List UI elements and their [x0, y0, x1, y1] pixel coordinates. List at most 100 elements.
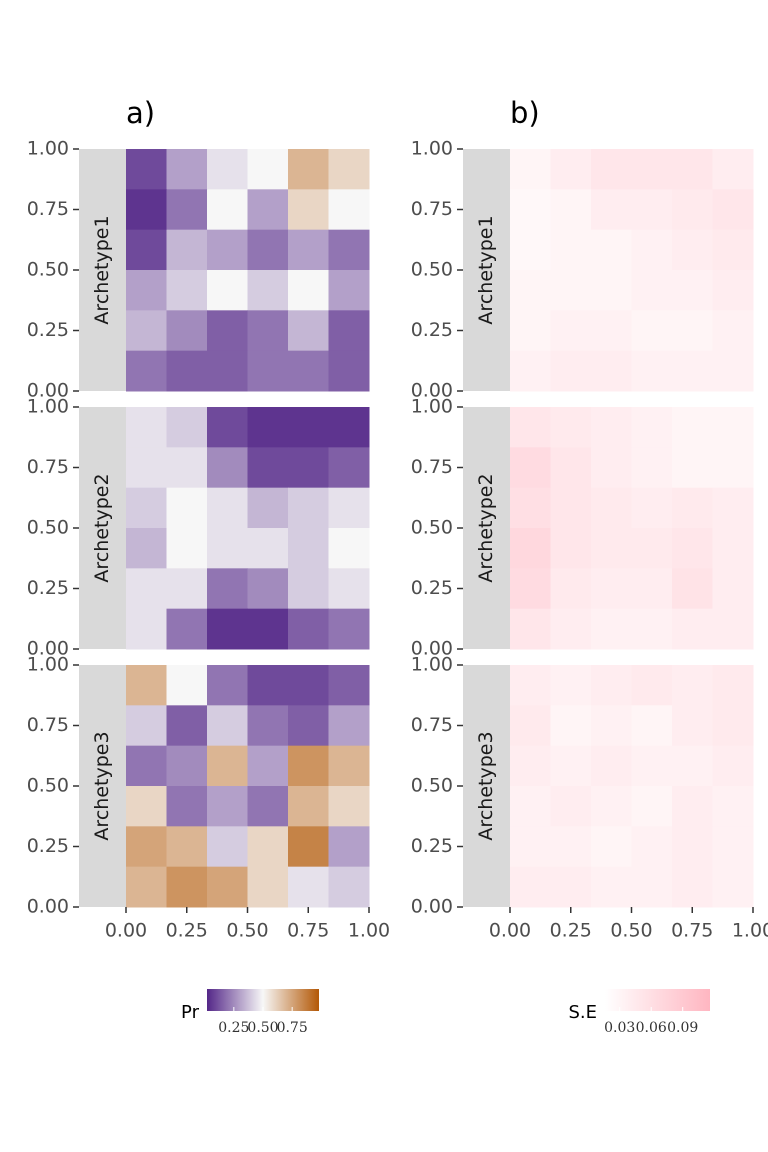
- heat-cell: [550, 608, 592, 650]
- heat-cell: [631, 407, 673, 448]
- heat-cell: [126, 350, 167, 392]
- facet-strip: [463, 407, 510, 649]
- heat-cell: [328, 568, 370, 610]
- heat-cell: [712, 705, 754, 747]
- heat-cell: [550, 270, 592, 311]
- heat-cell: [672, 407, 713, 448]
- heat-cell: [591, 786, 632, 827]
- y-tick-label: 0.50: [27, 517, 69, 539]
- heat-cell: [712, 866, 754, 908]
- heat-cell: [328, 665, 370, 706]
- heat-cell: [288, 350, 329, 392]
- x-tick-label: 0.50: [226, 920, 268, 942]
- heat-cell: [631, 350, 673, 392]
- heat-cell: [207, 705, 248, 747]
- heat-cell: [288, 310, 329, 352]
- heat-cell: [247, 270, 289, 311]
- heat-cell: [166, 786, 208, 827]
- heat-cell: [510, 447, 551, 489]
- heat-cell: [672, 786, 713, 827]
- heat-cell: [288, 149, 329, 190]
- heat-cell: [712, 189, 754, 231]
- heat-cell: [328, 270, 370, 311]
- heat-cell: [510, 270, 551, 311]
- heat-cell: [631, 745, 673, 787]
- y-tick-label: 0.00: [411, 638, 453, 660]
- y-tick-label: 1.00: [411, 396, 453, 418]
- heat-cell: [550, 229, 592, 271]
- y-tick-label: 0.50: [411, 259, 453, 281]
- heat-cell: [712, 826, 754, 868]
- y-tick-label: 0.00: [27, 380, 69, 402]
- heat-cell: [126, 866, 167, 908]
- facet-strip: [79, 149, 126, 391]
- heat-cell: [550, 310, 592, 352]
- heat-cell: [126, 487, 167, 529]
- heat-cell: [631, 568, 673, 610]
- x-tick-label: 0.25: [550, 920, 592, 942]
- heat-cell: [328, 487, 370, 529]
- heat-cell: [207, 229, 248, 271]
- heat-cell: [591, 665, 632, 706]
- heat-cell: [550, 350, 592, 392]
- y-tick-label: 0.25: [411, 319, 453, 341]
- heat-cell: [166, 568, 208, 610]
- heat-cell: [288, 568, 329, 610]
- y-tick-label: 1.00: [411, 138, 453, 160]
- heat-cell: [247, 149, 289, 190]
- heat-cell: [550, 447, 592, 489]
- heat-cell: [126, 745, 167, 787]
- heat-cell: [591, 407, 632, 448]
- heat-cell: [207, 350, 248, 392]
- y-tick-label: 0.00: [411, 380, 453, 402]
- y-tick-label: 0.50: [27, 259, 69, 281]
- heat-cell: [712, 786, 754, 827]
- heat-cell: [126, 270, 167, 311]
- colorbar-tick-label: 0.50: [247, 1020, 278, 1036]
- heat-cell: [510, 310, 551, 352]
- heat-cell: [126, 568, 167, 610]
- heat-cell: [510, 745, 551, 787]
- colorbar: [605, 989, 710, 1011]
- heat-cell: [328, 528, 370, 569]
- facet-strip: [463, 665, 510, 907]
- y-tick-label: 0.25: [27, 319, 69, 341]
- heat-cell: [126, 149, 167, 190]
- heat-cell: [672, 826, 713, 868]
- heat-cell: [672, 149, 713, 190]
- colorbar-tick-label: 0.06: [636, 1020, 667, 1036]
- y-tick-label: 0.00: [411, 896, 453, 918]
- heat-cell: [510, 149, 551, 190]
- heat-cell: [288, 229, 329, 271]
- heat-cell: [328, 608, 370, 650]
- heat-cell: [207, 528, 248, 569]
- heat-cell: [591, 568, 632, 610]
- heat-cell: [247, 310, 289, 352]
- heat-cell: [631, 310, 673, 352]
- heat-cell: [550, 745, 592, 787]
- heat-cell: [510, 350, 551, 392]
- heat-cell: [288, 826, 329, 868]
- heat-cell: [126, 447, 167, 489]
- heat-cell: [591, 705, 632, 747]
- facet-strip: [463, 149, 510, 391]
- heat-cell: [510, 229, 551, 271]
- heat-cell: [166, 608, 208, 650]
- y-tick-label: 0.25: [411, 835, 453, 857]
- colorbar-tick-label: 0.03: [604, 1020, 635, 1036]
- heat-cell: [166, 665, 208, 706]
- heat-cell: [288, 407, 329, 448]
- y-tick-label: 1.00: [27, 654, 69, 676]
- heat-cell: [591, 608, 632, 650]
- heat-cell: [288, 705, 329, 747]
- heat-cell: [672, 608, 713, 650]
- heat-cell: [672, 705, 713, 747]
- heat-cell: [207, 665, 248, 706]
- heat-cell: [288, 608, 329, 650]
- heat-cell: [288, 745, 329, 787]
- facet-label: Archetype3: [91, 731, 113, 840]
- heat-cell: [631, 826, 673, 868]
- heat-cell: [591, 826, 632, 868]
- heat-cell: [288, 189, 329, 231]
